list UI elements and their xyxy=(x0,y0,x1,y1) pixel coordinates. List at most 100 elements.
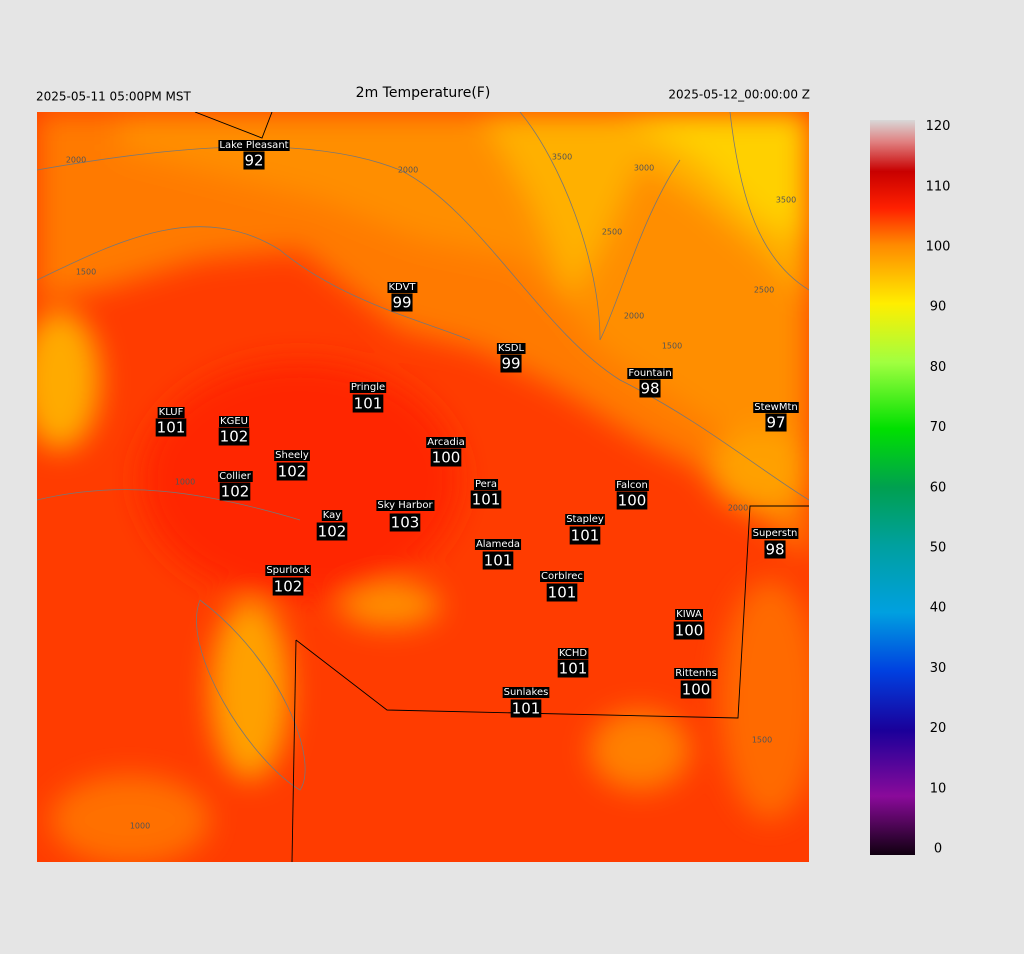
contour-labels: 2000 2000 3500 3000 2500 3500 2500 2000 1500 1500… xyxy=(66,153,796,831)
label-background xyxy=(387,282,418,293)
colorbar-tick-label: 120 xyxy=(926,119,951,134)
station-name: Sunlakes xyxy=(504,687,549,698)
label-background xyxy=(557,659,589,678)
station-value: 102 xyxy=(221,483,250,501)
contour-label: 1500 xyxy=(662,342,682,351)
station-name: Arcadia xyxy=(427,437,465,448)
label-background xyxy=(376,500,435,511)
label-background xyxy=(321,510,343,521)
temperature-field xyxy=(37,112,809,862)
label-background xyxy=(274,450,310,461)
station-value: 101 xyxy=(354,395,383,413)
contour-label: 1000 xyxy=(130,822,150,831)
station: Superstn 98 xyxy=(751,528,799,559)
station-name: Falcon xyxy=(616,480,648,491)
station-value: 99 xyxy=(501,355,520,373)
station: KIWA 100 xyxy=(673,609,705,640)
station-value: 100 xyxy=(432,449,461,467)
station-name: KDVT xyxy=(388,282,416,293)
station: Sheely 102 xyxy=(274,450,310,481)
label-background xyxy=(349,382,387,393)
map-title: 2m Temperature(F) xyxy=(356,85,491,101)
station-name: Kay xyxy=(323,510,342,521)
station-value: 100 xyxy=(675,622,704,640)
colorbar-tick-label: 70 xyxy=(930,420,947,435)
contour-label: 3000 xyxy=(634,164,654,173)
station-name: KGEU xyxy=(220,416,248,427)
station-value: 101 xyxy=(571,527,600,545)
label-background xyxy=(569,526,601,545)
label-background xyxy=(675,609,703,620)
label-background xyxy=(680,680,712,699)
contour-label: 1500 xyxy=(752,736,772,745)
contour-label: 2500 xyxy=(754,286,774,295)
label-background xyxy=(482,551,514,570)
contour-label: 2000 xyxy=(398,166,418,175)
colorbar-tick-label: 10 xyxy=(930,781,947,796)
label-background xyxy=(639,379,661,398)
label-background xyxy=(155,418,187,437)
label-background xyxy=(470,490,502,509)
station-value: 99 xyxy=(392,294,411,312)
station-value: 98 xyxy=(640,380,659,398)
colorbar xyxy=(870,120,915,855)
station-name: Pera xyxy=(475,479,497,490)
label-background xyxy=(157,407,185,418)
station: Sky Harbor 103 xyxy=(376,500,435,532)
contour-label: 2500 xyxy=(602,228,622,237)
colorbar-tick-label: 30 xyxy=(930,661,947,676)
label-background xyxy=(276,462,308,481)
label-background xyxy=(219,416,249,427)
label-background xyxy=(218,140,290,151)
station-name: Rittenhs xyxy=(675,668,717,679)
label-background xyxy=(616,491,648,510)
station-value: 101 xyxy=(548,584,577,602)
station-value: 101 xyxy=(512,700,541,718)
label-background xyxy=(316,522,348,541)
label-background xyxy=(272,577,304,596)
station-value: 98 xyxy=(765,541,784,559)
station-name: Lake Pleasant xyxy=(219,140,288,151)
station-name: Corblrec xyxy=(541,571,583,582)
station: Corblrec 101 xyxy=(540,571,584,602)
station-value: 102 xyxy=(278,463,307,481)
station-value: 102 xyxy=(318,523,347,541)
colorbar-tick-label: 0 xyxy=(934,842,942,857)
label-background xyxy=(674,668,718,679)
label-background xyxy=(546,583,578,602)
station-value: 102 xyxy=(274,578,303,596)
station-name: Spurlock xyxy=(266,565,310,576)
colorbar-tick-label: 100 xyxy=(926,240,951,255)
station: Alameda 101 xyxy=(474,539,522,570)
valid-time: 2025-05-11 05:00PM MST xyxy=(36,90,192,104)
contour-label: 1500 xyxy=(76,268,96,277)
label-background xyxy=(218,427,250,446)
label-background xyxy=(430,448,462,467)
contour-label: 2000 xyxy=(728,504,748,513)
colorbar-tick-label: 110 xyxy=(926,179,951,194)
label-background xyxy=(500,354,522,373)
colorbar-ticks: 0 10 20 30 40 50 60 70 80 90 100 110 120 xyxy=(926,119,951,856)
colorbar-tick-label: 20 xyxy=(930,721,947,736)
label-background xyxy=(496,343,526,354)
station-value: 101 xyxy=(157,419,186,437)
contour-label: 2000 xyxy=(624,312,644,321)
station-name: Stapley xyxy=(566,514,604,525)
station-value: 100 xyxy=(618,492,647,510)
label-background xyxy=(540,571,584,582)
colorbar-tick-label: 40 xyxy=(930,601,947,616)
label-background xyxy=(389,513,421,532)
init-time: 2025-05-12_00:00:00 Z xyxy=(668,88,810,102)
contour-label: 3500 xyxy=(776,196,796,205)
station-name: Alameda xyxy=(476,539,520,550)
station-value: 103 xyxy=(391,514,420,532)
label-background xyxy=(218,471,253,482)
